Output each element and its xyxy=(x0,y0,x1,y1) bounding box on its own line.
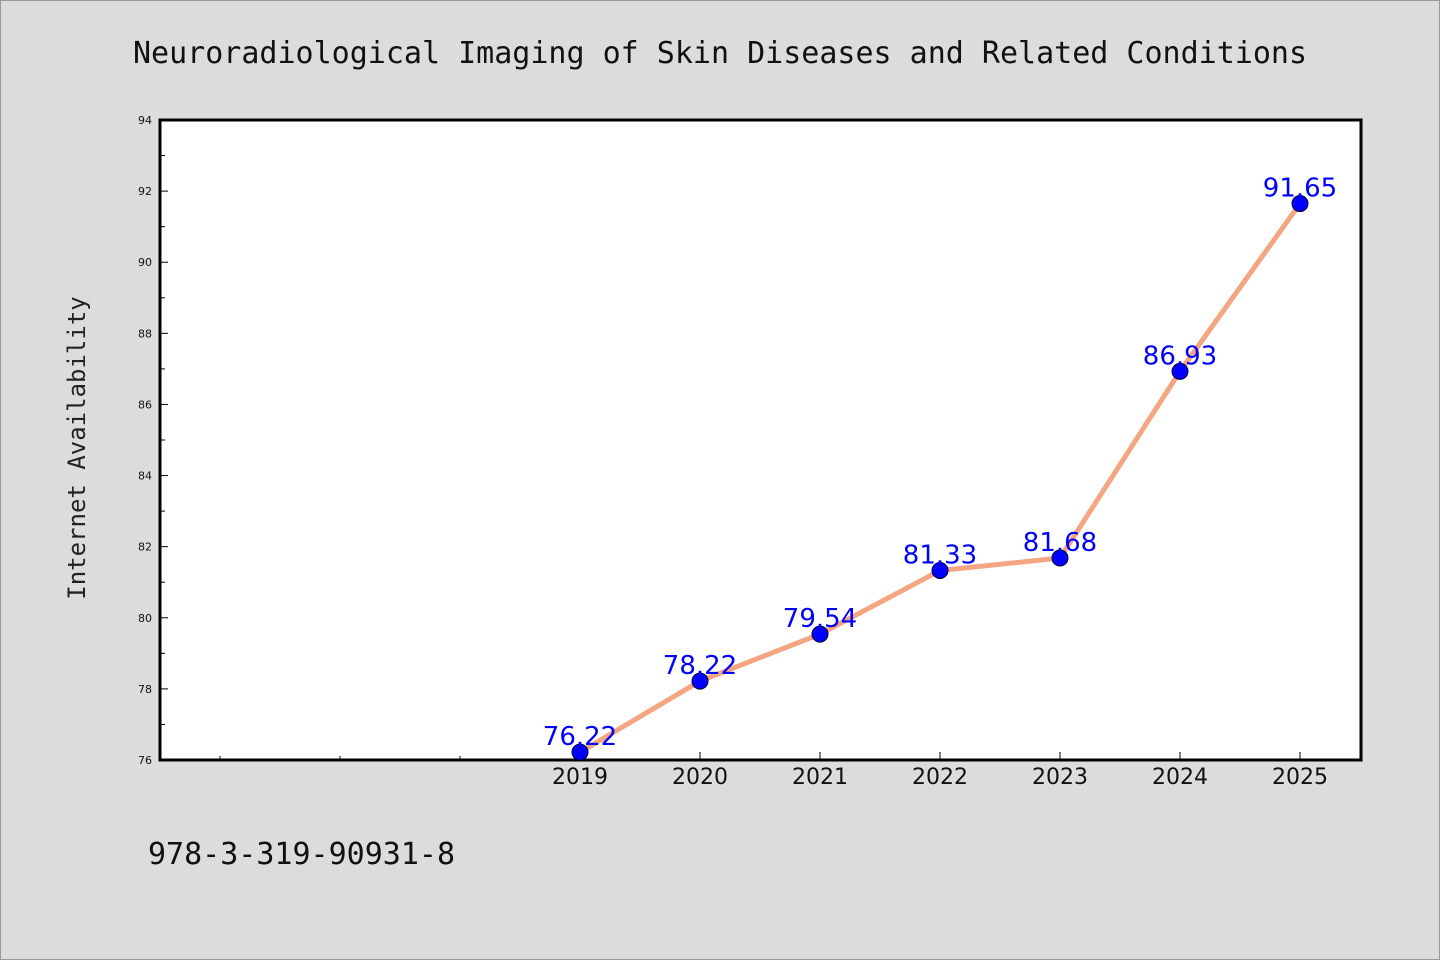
y-tick-label: 84 xyxy=(138,470,152,483)
x-tick-label: 2022 xyxy=(912,765,968,790)
data-label: 86.93 xyxy=(1143,341,1217,371)
y-tick-label: 78 xyxy=(138,683,152,696)
y-tick-label: 80 xyxy=(138,612,152,625)
x-tick-label: 2021 xyxy=(792,765,848,790)
data-label: 78.22 xyxy=(663,651,737,681)
y-tick-label: 86 xyxy=(138,398,152,411)
data-label: 91.65 xyxy=(1263,174,1337,204)
x-tick-label: 2019 xyxy=(552,765,608,790)
data-point xyxy=(1291,195,1309,213)
y-tick-label: 88 xyxy=(138,327,152,340)
y-tick-label: 92 xyxy=(138,185,152,198)
data-label: 79.54 xyxy=(783,604,857,634)
data-label: 81.33 xyxy=(903,540,977,570)
data-label: 76.22 xyxy=(543,722,617,752)
x-tick-label: 2023 xyxy=(1032,765,1088,790)
data-point xyxy=(1171,362,1189,380)
series-line: 76.22 78.22 79.54 81.33 81.68 86.93 91.65 xyxy=(543,174,1337,761)
data-point xyxy=(571,743,589,761)
x-axis: 2019 2020 2021 2022 2023 2024 2025 xyxy=(219,752,1328,790)
y-axis: 76 78 80 82 84 86 88 90 92 94 xyxy=(138,114,168,767)
data-point xyxy=(1051,549,1069,567)
y-tick-label: 94 xyxy=(138,114,152,127)
data-label: 81.68 xyxy=(1023,528,1097,558)
x-tick-label: 2024 xyxy=(1152,765,1208,790)
isbn-text: 978-3-319-90931-8 xyxy=(148,837,455,872)
plot-area xyxy=(158,118,1363,762)
data-point xyxy=(931,561,949,579)
y-axis-label: Internet Availability xyxy=(63,296,91,599)
chart-title: Neuroradiological Imaging of Skin Diseas… xyxy=(133,36,1307,71)
data-point xyxy=(691,672,709,690)
y-tick-label: 76 xyxy=(138,754,152,767)
data-point xyxy=(811,625,829,643)
y-tick-label: 82 xyxy=(138,541,152,554)
y-tick-label: 90 xyxy=(138,256,152,269)
x-tick-label: 2025 xyxy=(1272,765,1328,790)
x-tick-label: 2020 xyxy=(672,765,728,790)
